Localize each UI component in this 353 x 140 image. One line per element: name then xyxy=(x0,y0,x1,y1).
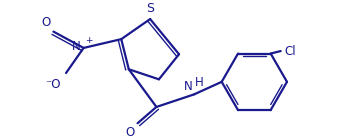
Text: O: O xyxy=(42,16,51,29)
Text: N: N xyxy=(184,80,193,93)
Text: Cl: Cl xyxy=(285,45,296,58)
Text: H: H xyxy=(195,76,204,89)
Text: N: N xyxy=(72,40,81,53)
Text: O: O xyxy=(126,126,135,139)
Text: +: + xyxy=(85,36,92,45)
Text: ⁻O: ⁻O xyxy=(46,78,61,91)
Text: S: S xyxy=(146,2,154,15)
